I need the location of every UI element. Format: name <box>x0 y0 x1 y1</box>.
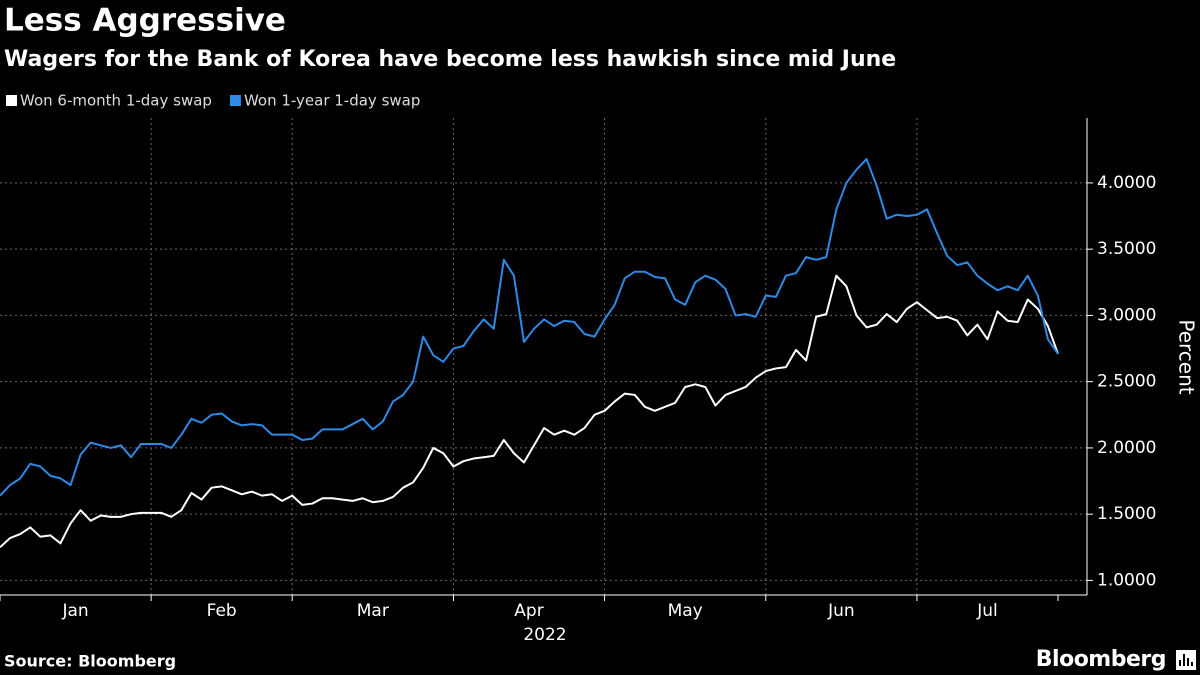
y-tick-label: 2.5000 <box>1097 372 1156 392</box>
x-tick-label: Mar <box>357 601 389 621</box>
x-tick-label: Apr <box>514 601 543 621</box>
legend-swatch <box>6 95 17 106</box>
x-tick-label: Jan <box>61 601 88 621</box>
legend-swatch <box>229 95 241 106</box>
y-tick-label: 1.5000 <box>1097 504 1156 524</box>
chart-title: Less Aggressive <box>4 3 286 39</box>
x-axis-label: 2022 <box>523 625 566 645</box>
legend-label: Won 1-year 1-day swap <box>244 92 420 110</box>
legend-label: Won 6-month 1-day swap <box>20 92 212 110</box>
logo: Bloomberg <box>1036 647 1166 672</box>
source: Source: Bloomberg <box>4 652 176 671</box>
series-line <box>0 158 1059 497</box>
y-tick-label: 3.5000 <box>1097 239 1156 259</box>
y-tick-label: 4.0000 <box>1097 173 1156 193</box>
x-tick-label: Feb <box>207 601 237 621</box>
series-line <box>0 274 1059 549</box>
x-tick-label: May <box>668 601 703 621</box>
x-tick-label: Jul <box>976 601 998 621</box>
y-tick-label: 2.0000 <box>1097 438 1156 458</box>
logo-icon-bars <box>1179 654 1193 666</box>
y-tick-label: 1.0000 <box>1097 570 1156 590</box>
x-tick-label: Jun <box>827 601 855 621</box>
chart-subtitle: Wagers for the Bank of Korea have become… <box>4 47 896 72</box>
y-axis-label: Percent <box>1175 319 1199 394</box>
y-tick-label: 3.0000 <box>1097 305 1156 325</box>
